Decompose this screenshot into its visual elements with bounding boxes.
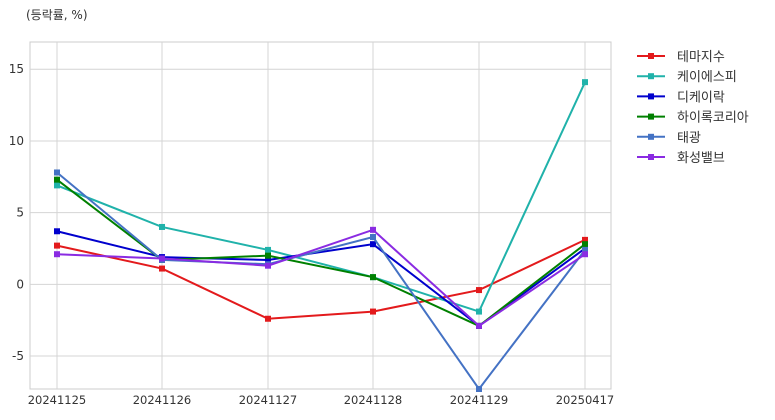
data-point bbox=[370, 308, 376, 315]
legend-label: 화성밸브 bbox=[677, 151, 725, 166]
data-point bbox=[54, 251, 60, 258]
data-point bbox=[476, 308, 482, 315]
data-point bbox=[370, 241, 376, 248]
data-point bbox=[582, 246, 588, 253]
data-point bbox=[582, 236, 588, 243]
x-tick-label: 20241127 bbox=[239, 393, 298, 407]
data-point bbox=[54, 242, 60, 249]
series-line bbox=[56, 81, 586, 313]
data-point bbox=[54, 169, 60, 176]
data-point bbox=[265, 246, 271, 253]
legend-label: 케이에스피 bbox=[677, 70, 737, 85]
data-point bbox=[582, 241, 588, 248]
legend-marker bbox=[648, 133, 654, 140]
y-tick-label: 15 bbox=[9, 62, 24, 76]
series-line bbox=[56, 238, 586, 320]
data-point bbox=[265, 252, 271, 259]
data-point bbox=[582, 79, 588, 86]
legend-marker bbox=[648, 93, 654, 100]
x-tick-label: 20241125 bbox=[28, 393, 87, 407]
data-point bbox=[54, 228, 60, 235]
data-point bbox=[265, 262, 271, 269]
y-tick-label: 5 bbox=[16, 206, 24, 220]
data-point bbox=[265, 315, 271, 322]
plot-area bbox=[29, 41, 612, 390]
legend-label: 하이록코리아 bbox=[677, 111, 749, 126]
legend-marker bbox=[648, 154, 654, 160]
data-point bbox=[370, 226, 376, 233]
legend-label: 테마지수 bbox=[677, 50, 725, 65]
legend-marker bbox=[648, 113, 654, 120]
data-point bbox=[476, 287, 482, 294]
y-tick-label: 10 bbox=[9, 134, 24, 148]
x-tick-label: 20250417 bbox=[556, 393, 615, 407]
x-tick-label: 20241129 bbox=[450, 393, 509, 407]
data-point bbox=[476, 386, 482, 392]
legend-marker bbox=[648, 53, 654, 59]
unit-label: (등락률, %) bbox=[26, 8, 88, 22]
data-point bbox=[370, 234, 376, 241]
series-line bbox=[56, 171, 586, 391]
legend-label: 태광 bbox=[677, 131, 701, 146]
data-point bbox=[265, 256, 271, 263]
data-point bbox=[54, 176, 60, 183]
data-point bbox=[582, 251, 588, 258]
y-tick-label: 0 bbox=[16, 277, 24, 291]
data-point bbox=[159, 223, 165, 230]
x-tick-label: 20241126 bbox=[133, 393, 192, 407]
data-point bbox=[54, 182, 60, 189]
y-tick-label: -5 bbox=[12, 349, 24, 363]
data-point bbox=[370, 274, 376, 281]
series-line bbox=[56, 228, 586, 328]
data-point bbox=[159, 265, 165, 272]
x-tick-label: 20241128 bbox=[344, 393, 403, 407]
data-point bbox=[476, 322, 482, 329]
legend-label: 디케이락 bbox=[677, 90, 725, 105]
legend-marker bbox=[648, 73, 654, 80]
data-point bbox=[159, 255, 165, 262]
